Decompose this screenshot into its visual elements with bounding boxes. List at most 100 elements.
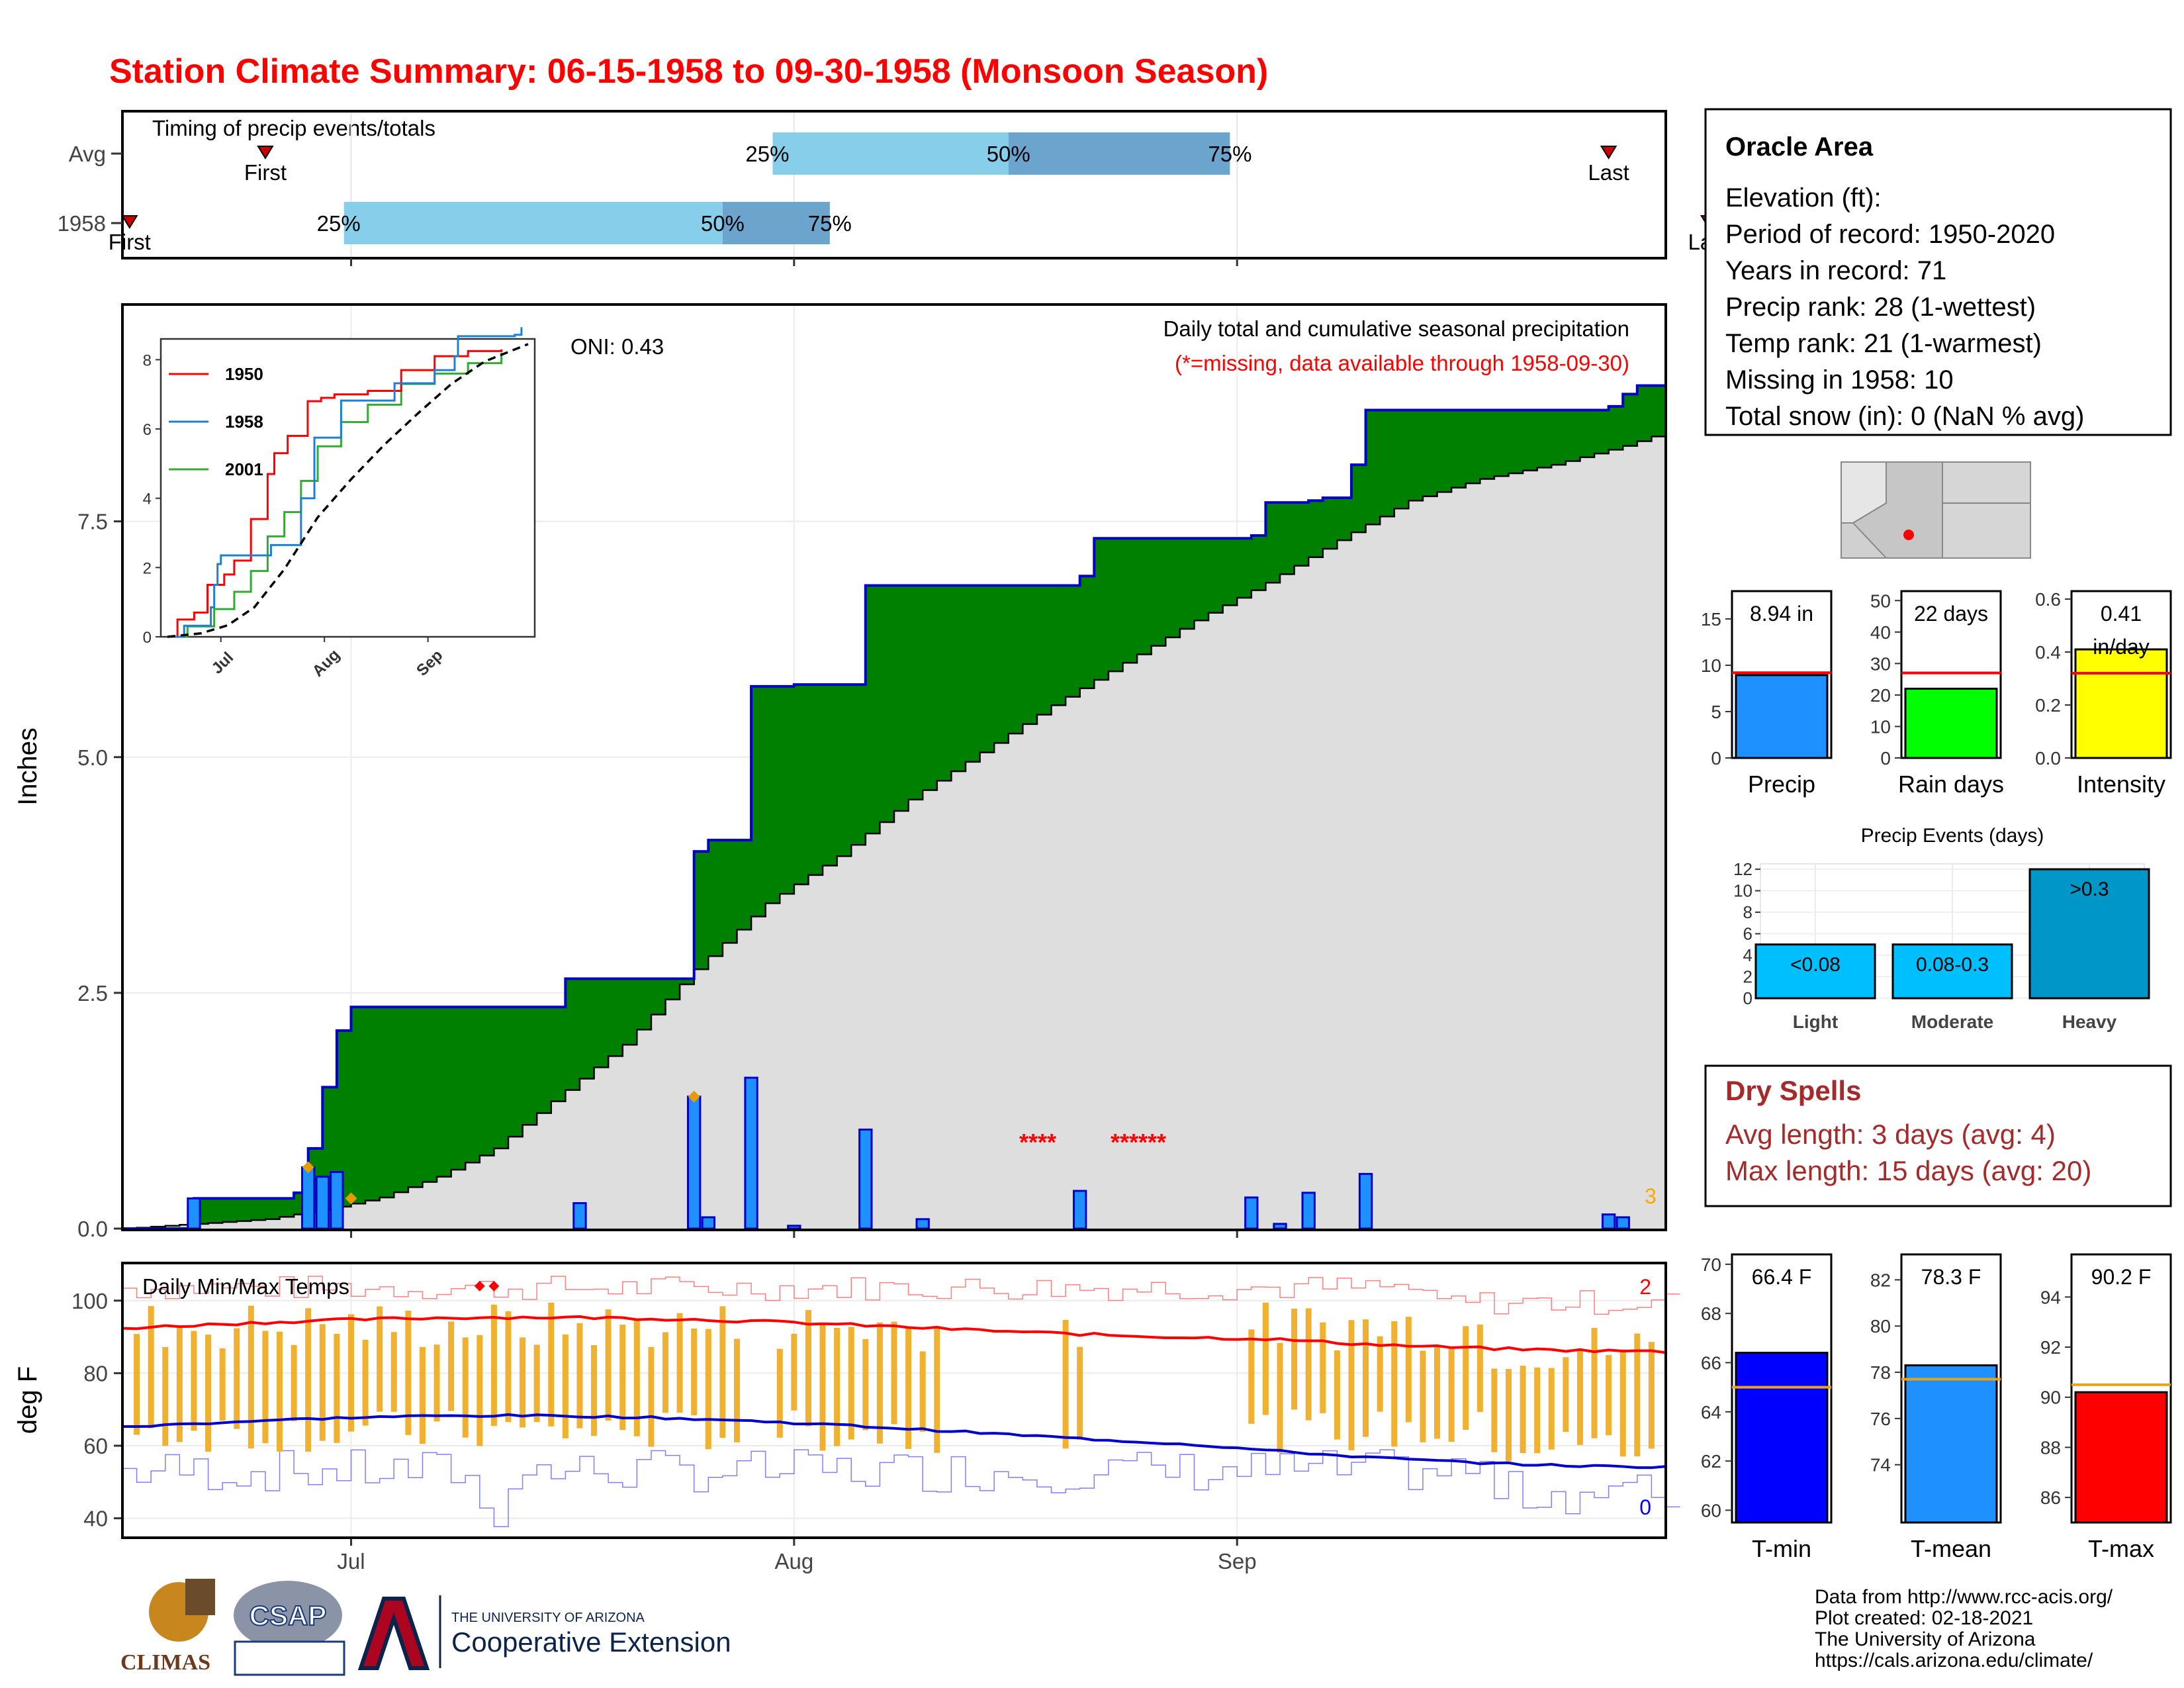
events-bar <box>1754 943 1876 1000</box>
daily-precip-bar <box>915 1218 930 1230</box>
small-panel-label: T-min <box>1752 1535 1811 1562</box>
inset-line-1958 <box>167 327 523 638</box>
temp-ytick-label: 60 <box>83 1434 108 1458</box>
small-panel-tick-label: 30 <box>1870 653 1891 674</box>
credit-line: The University of Arizona <box>1815 1628 2036 1650</box>
small-panel-label: Intensity <box>2077 771 2165 798</box>
small-panel-bar <box>1735 1352 1829 1524</box>
inset-ytick-label: 0 <box>143 629 152 647</box>
record-max-marker <box>488 1280 500 1291</box>
small-panel-tick-label: 10 <box>1870 716 1891 737</box>
inset-ytick-label: 4 <box>143 491 152 508</box>
dry-spells-frame <box>1704 1064 2172 1207</box>
small-panel-value-unit: in/day <box>2093 635 2149 659</box>
ua-logo: THE UNIVERSITY OF ARIZONA Cooperative Ex… <box>357 1595 731 1670</box>
small-panel-tick-label: 0.2 <box>2035 695 2061 716</box>
daily-precip-bar <box>858 1128 873 1230</box>
small-panel-bar <box>2074 648 2168 759</box>
inset-average-line <box>167 343 529 638</box>
small-panel-label: Precip <box>1748 771 1815 798</box>
timing-bar-50-75 <box>722 202 830 244</box>
daily-precip-bar <box>187 1197 201 1230</box>
events-category-label: Light <box>1793 1011 1838 1032</box>
small-panel-tick-label: 5 <box>1711 702 1721 722</box>
small-panel-bar <box>2074 1391 2168 1524</box>
daily-precip-bar <box>1301 1192 1316 1230</box>
small-panel-value: 78.3 F <box>1921 1265 1981 1289</box>
daily-precip-bar <box>744 1076 758 1230</box>
small-panel-tick-label: 0 <box>1880 748 1891 769</box>
events-bar <box>1891 943 2013 1000</box>
small-panel-tick-label: 15 <box>1701 609 1721 630</box>
precip-ylabel: Inches <box>13 727 42 806</box>
timing-q75-label: 75% <box>1208 142 1251 166</box>
precip-ytick-label: 7.5 <box>77 510 108 534</box>
events-tick-label: 10 <box>1733 881 1752 901</box>
credit-line: Data from http://www.rcc-acis.org/ <box>1815 1586 2113 1608</box>
small-panel-tick-label: 68 <box>1701 1303 1721 1324</box>
events-tick-label: 0 <box>1743 988 1752 1008</box>
timing-row-label: Avg <box>69 142 106 166</box>
inset-ytick-label: 2 <box>143 559 152 577</box>
oni-label: ONI: 0.43 <box>570 334 664 359</box>
precip-cumulative-line <box>122 384 1666 1230</box>
timing-q50-label: 50% <box>987 142 1030 166</box>
station-name: Oracle Area <box>1725 132 1874 162</box>
precip-subtitle: (*=missing, data available through 1958-… <box>1175 351 1629 375</box>
climas-logo: CLIMAS <box>120 1579 215 1675</box>
events-tick-label: 12 <box>1733 859 1752 879</box>
station-info-frame <box>1704 108 2172 436</box>
daily-precip-bar <box>1358 1172 1373 1230</box>
events-tick-label: 2 <box>1743 967 1752 987</box>
events-bar-label: 0.08-0.3 <box>1916 954 1989 976</box>
location-map <box>1841 461 2031 559</box>
daily-precip-bar <box>315 1176 330 1230</box>
temp-hot-count: 2 <box>1639 1275 1651 1299</box>
station-info-line: Temp rank: 21 (1-warmest) <box>1725 329 2042 358</box>
inset-ytick-label: 8 <box>143 352 152 369</box>
small-panel-bar <box>1904 1364 1998 1524</box>
precip-ytick-label: 2.5 <box>77 981 108 1006</box>
small-panel-tick-label: 60 <box>1701 1500 1721 1521</box>
timing-title: Timing of precip events/totals <box>152 116 435 140</box>
timing-first-label: First <box>109 230 151 254</box>
timing-first-label: First <box>244 160 287 185</box>
events-tick-label: 6 <box>1743 924 1752 944</box>
precip-diamond-marker <box>302 1161 314 1174</box>
csap-logo-text: CSAP <box>250 1600 327 1631</box>
inset-line-1950 <box>167 349 503 638</box>
missing-marks-1: **** <box>1019 1129 1056 1156</box>
daily-precip-bar <box>572 1202 587 1230</box>
temp-xtick-label: Sep <box>1218 1549 1257 1573</box>
timing-bar-50-75 <box>1008 132 1230 175</box>
precip-corner-count: 3 <box>1645 1184 1657 1208</box>
ua-logo-small-text: THE UNIVERSITY OF ARIZONA <box>451 1611 645 1625</box>
small-panel-tick-label: 0.4 <box>2035 642 2061 663</box>
ua-logo-letter <box>357 1597 430 1670</box>
inset-ytick-label: 6 <box>143 421 152 439</box>
precip-average-line <box>122 432 1667 1230</box>
timing-q25-label: 25% <box>317 211 361 236</box>
small-panel-value: 0.41 <box>2101 602 2142 626</box>
station-info-line: Years in record: 71 <box>1725 256 1946 285</box>
small-panel-tick-label: 76 <box>1870 1409 1891 1429</box>
temp-ytick-label: 100 <box>71 1289 108 1313</box>
small-panel-tick-label: 82 <box>1870 1270 1891 1290</box>
small-panel-tick-label: 50 <box>1870 590 1891 611</box>
daily-precip-bar <box>1073 1190 1087 1230</box>
timing-first-marker <box>121 215 138 229</box>
inset-legend-label: 1950 <box>225 364 263 384</box>
temp-frame <box>121 1262 1667 1539</box>
small-panel-tick-label: 74 <box>1870 1455 1891 1476</box>
events-title: Precip Events (days) <box>1861 825 2044 847</box>
small-panel-label: Rain days <box>1898 771 2004 798</box>
logos: CLIMAS CSAP THE UNIVERSITY OF ARIZONA Co… <box>120 1579 731 1676</box>
events-bar-label: <0.08 <box>1790 954 1841 976</box>
record-max-marker <box>474 1280 485 1291</box>
precip-diamond-marker <box>345 1192 357 1205</box>
station-info-line: Elevation (ft): <box>1725 183 1882 212</box>
small-panel-tick-label: 92 <box>2040 1337 2061 1358</box>
ua-logo-big-text: Cooperative Extension <box>451 1626 731 1658</box>
small-panel-tick-label: 86 <box>2040 1487 2061 1508</box>
